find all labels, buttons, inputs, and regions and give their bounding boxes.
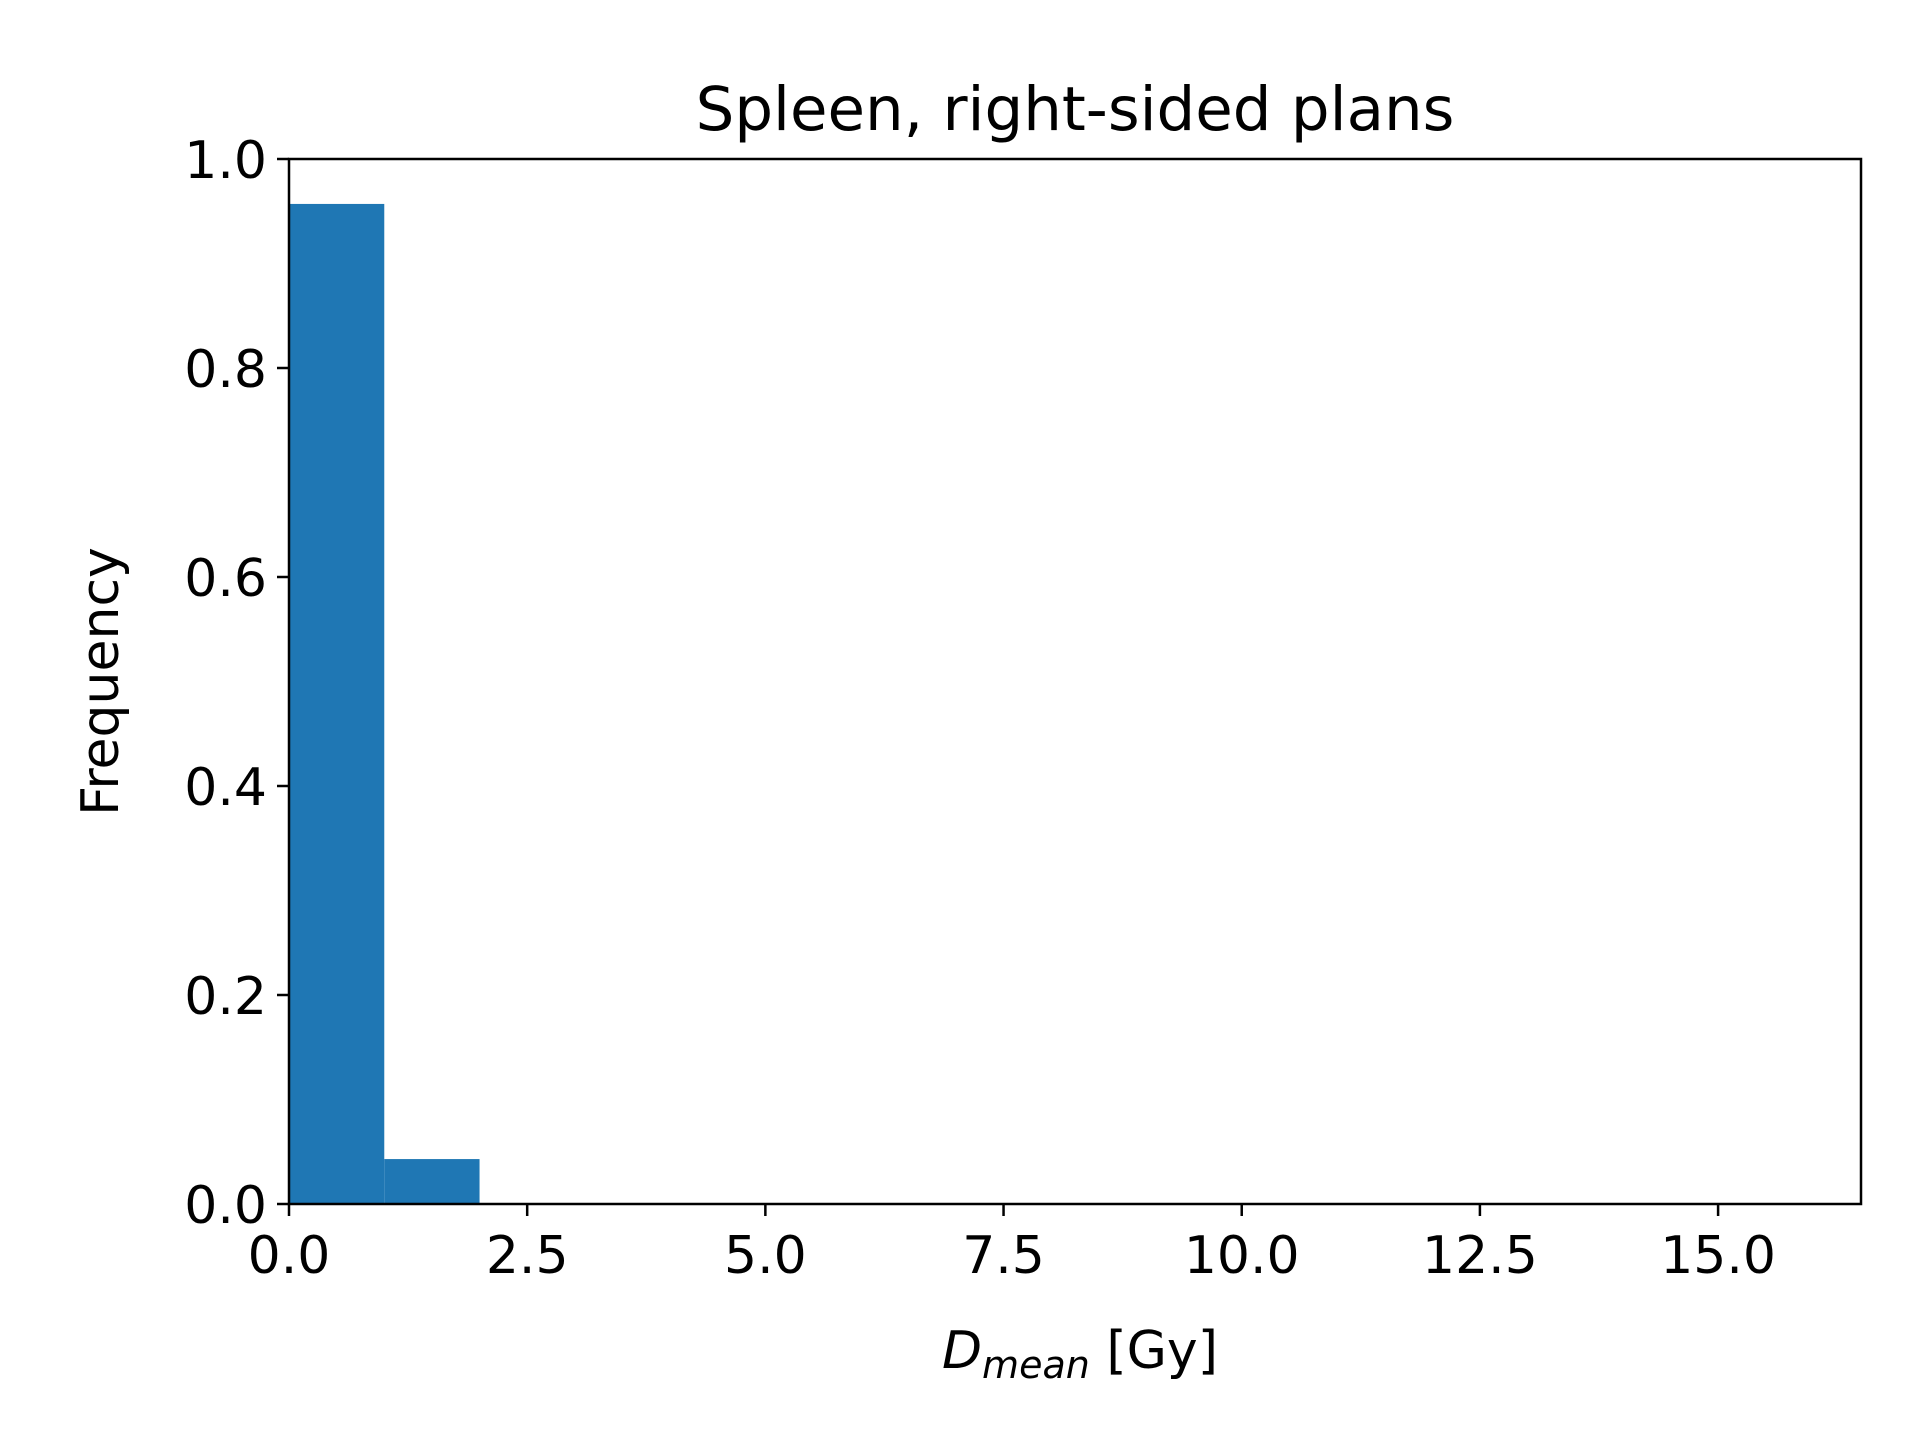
x-axis-label-subscript: mean [982,1343,1090,1387]
chart-title: Spleen, right-sided plans [696,74,1455,145]
x-tick-label: 15.0 [1660,1226,1776,1286]
y-tick-label: 0.6 [184,549,267,609]
x-ticks: 0.0 2.5 5.0 7.5 10.0 12.5 15.0 [248,1204,1776,1286]
x-axis-label-main: D [942,1321,982,1381]
y-tick-label: 0.2 [184,967,267,1027]
plot-frame [287,157,1863,1206]
bars-group [289,203,480,1204]
x-tick-label: 0.0 [248,1226,331,1286]
y-axis-label: Frequency [71,547,131,816]
x-tick-label: 5.0 [724,1226,807,1286]
x-axis-label: Dmean [Gy] [942,1321,1218,1387]
y-tick-label: 0.4 [184,758,267,818]
y-ticks: 0.0 0.2 0.4 0.6 0.8 1.0 [184,131,289,1236]
x-tick-label: 7.5 [962,1226,1045,1286]
x-axis-label-unit: [Gy] [1090,1321,1218,1381]
y-tick-label: 0.0 [184,1176,267,1236]
x-tick-label: 10.0 [1184,1226,1300,1286]
x-tick-label: 12.5 [1422,1226,1538,1286]
y-tick-label: 0.8 [184,340,267,400]
y-tick-label: 1.0 [184,131,267,191]
histogram-bar-1 [289,203,385,1204]
histogram-bar-2 [384,1159,480,1204]
x-tick-label: 2.5 [486,1226,569,1286]
